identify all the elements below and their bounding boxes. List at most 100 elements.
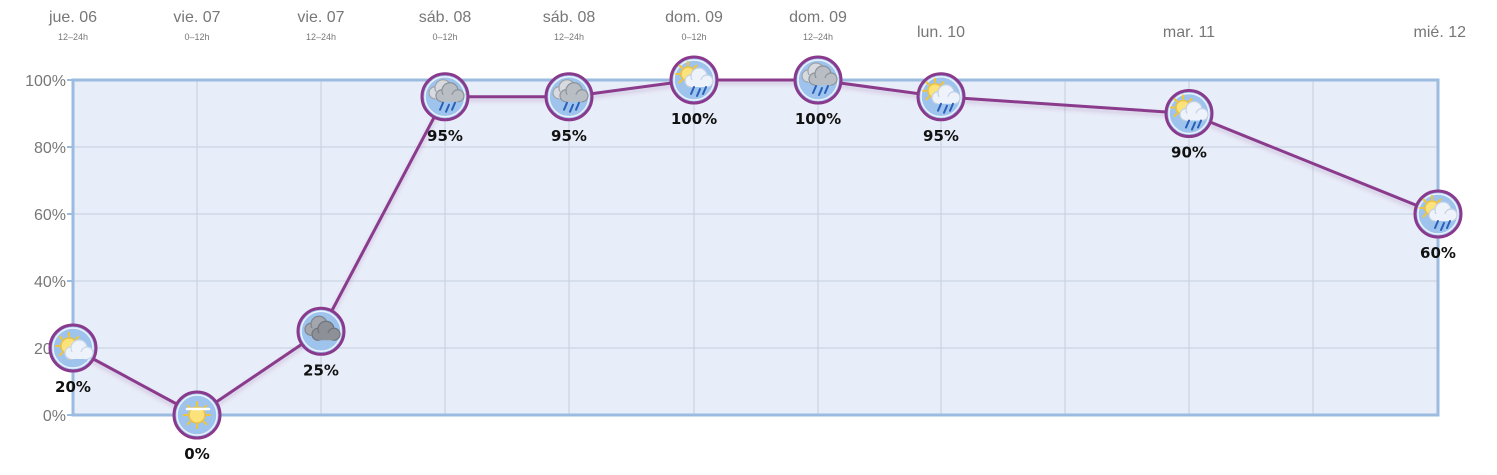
rain-drop (1434, 220, 1439, 229)
x-day-label: dom. 09 (665, 9, 723, 26)
rain-drop (439, 101, 444, 111)
cloud-body (566, 94, 582, 102)
sun-cloud-rain-icon[interactable] (669, 55, 719, 105)
sun-haze-icon[interactable] (172, 390, 222, 440)
data-value-label: 100% (671, 110, 717, 128)
rain-drop (702, 86, 707, 95)
sun-cloud-rain-icon[interactable] (1164, 89, 1214, 138)
rain-drop (451, 101, 456, 111)
rain-drop (1440, 222, 1445, 231)
data-value-label: 0% (184, 445, 209, 463)
sun-ray (186, 404, 191, 409)
data-value-label: 20% (55, 378, 91, 396)
sun-ray (925, 96, 930, 101)
marker-inner-ring (797, 59, 839, 101)
sun-ray (1173, 112, 1178, 117)
sun-ray (203, 404, 208, 409)
sun-ray (58, 352, 63, 357)
cloud-rain-icon[interactable] (793, 55, 843, 105)
marker-inner-ring (300, 310, 342, 352)
rain-drop (1197, 119, 1202, 129)
sun-ray (1422, 198, 1427, 203)
rain-drop (563, 101, 568, 111)
rain-drop (1191, 121, 1196, 131)
overcast-clouds-icon[interactable] (296, 306, 346, 356)
x-day-label: lun. 10 (917, 24, 965, 41)
cloud-body (691, 80, 707, 87)
x-period-label: 0–12h (432, 32, 457, 42)
rain-drop (445, 103, 450, 113)
cloud-rain-icon[interactable] (420, 72, 470, 122)
rain-drop (949, 102, 954, 112)
sun-ray (678, 64, 683, 69)
sun-ray (1188, 98, 1193, 103)
cloud-body (442, 94, 458, 102)
sun-disc (188, 406, 206, 424)
cloud-shape (559, 82, 589, 103)
rain-drop (1185, 119, 1190, 129)
cloud-body (815, 78, 831, 85)
rain-drop (943, 104, 948, 114)
y-tick-label: 80% (34, 140, 66, 157)
cloud-shape (435, 82, 465, 103)
x-period-label: 12–24h (58, 32, 88, 42)
cloud-body (1435, 214, 1451, 221)
rain-drop (696, 88, 701, 97)
cloud-body (71, 352, 87, 359)
sun-ray (75, 335, 80, 340)
cloud-shape (931, 84, 961, 105)
marker-inner-ring (424, 76, 466, 118)
rain-drop (569, 103, 574, 113)
sun-ray (940, 81, 945, 86)
x-day-label: mié. 12 (1414, 24, 1467, 41)
x-period-label: 12–24h (803, 32, 833, 42)
data-value-label: 25% (303, 361, 339, 379)
y-tick-label: 0% (43, 408, 66, 425)
data-value-label: 60% (1420, 244, 1456, 262)
y-tick-label: 60% (34, 207, 66, 224)
x-period-label: 12–24h (306, 32, 336, 42)
marker-inner-ring (673, 59, 715, 101)
x-day-label: vie. 07 (173, 9, 220, 26)
data-value-label: 95% (427, 127, 463, 145)
marker-inner-ring (176, 394, 218, 436)
data-value-label: 95% (923, 127, 959, 145)
cloud-body (318, 333, 334, 341)
rain-drops (563, 101, 580, 113)
sun-ray (678, 79, 683, 84)
rain-drops (690, 86, 707, 97)
sun-cloud-rain-icon[interactable] (1413, 189, 1463, 239)
rain-drop (812, 85, 817, 94)
rain-drops (1185, 119, 1202, 131)
rain-drops (1434, 220, 1451, 231)
rain-drop (575, 101, 580, 111)
sun-cloud-rain-icon[interactable] (916, 72, 966, 122)
data-value-label: 95% (551, 127, 587, 145)
rain-drop (1446, 220, 1451, 229)
marker-inner-ring (52, 327, 94, 369)
cloud-body (1186, 113, 1202, 121)
rain-drop (824, 85, 829, 94)
sun-behind-cloud-icon[interactable] (48, 323, 98, 373)
x-day-label: mar. 11 (1163, 24, 1215, 41)
rain-drop (690, 86, 695, 95)
cloud-body (938, 96, 954, 104)
y-tick-label: 40% (34, 274, 66, 291)
marker-inner-ring (1417, 193, 1459, 235)
cloud-shape (64, 339, 94, 360)
plot-background (73, 80, 1438, 415)
sun-ray (203, 421, 208, 426)
data-value-label: 100% (795, 110, 841, 128)
x-period-label: 0–12h (681, 32, 706, 42)
sun-ray (58, 335, 63, 340)
rain-drops (439, 101, 456, 113)
y-tick-label: 100% (25, 73, 66, 90)
x-day-label: jue. 06 (48, 9, 97, 26)
data-value-label: 90% (1171, 144, 1207, 162)
cloud-rain-icon[interactable] (544, 72, 594, 122)
cloud-shape (1179, 100, 1209, 122)
x-day-label: sáb. 08 (419, 9, 472, 26)
sun-ray (1173, 98, 1178, 103)
sun-ray (1437, 198, 1442, 203)
